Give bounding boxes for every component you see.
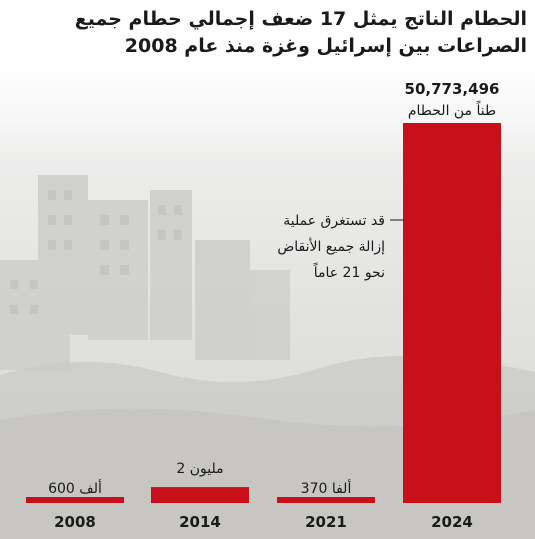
value-unit-2024: طناً من الحطام [408, 100, 496, 119]
annotation: قد تستغرق عملية إزالة جميع الأنقاض نحو 2… [277, 213, 385, 281]
year-label-2021: 2021 [305, 513, 347, 531]
bar-2024 [403, 123, 501, 502]
value-label-2024: 50,773,496 [405, 80, 500, 98]
chart-title-line-1: الحطام الناتج يمثل 17 ضعف إجمالي حطام جم… [74, 8, 527, 30]
year-label-2008: 2008 [54, 513, 96, 531]
year-label-2024: 2024 [431, 513, 473, 531]
chart-title: الحطام الناتج يمثل 17 ضعف إجمالي حطام جم… [7, 6, 527, 60]
annotation-line-3: نحو 21 عاماً [313, 262, 385, 281]
bar-2021 [277, 497, 375, 502]
year-label-2014: 2014 [179, 513, 221, 531]
bars-group [26, 123, 501, 502]
chart-title-line-2: الصراعات بين إسرائيل وغزة منذ عام 2008 [124, 35, 527, 57]
bar-2014 [151, 487, 249, 502]
bar-2008 [26, 497, 124, 502]
value-label-2008: 600 ألف [48, 479, 102, 497]
value-label-2014: 2 مليون [176, 461, 223, 477]
annotation-line-2: إزالة جميع الأنقاض [277, 237, 385, 255]
value-label-2021: 370 ألفا [301, 479, 352, 497]
annotation-line-1: قد تستغرق عملية [283, 213, 385, 229]
